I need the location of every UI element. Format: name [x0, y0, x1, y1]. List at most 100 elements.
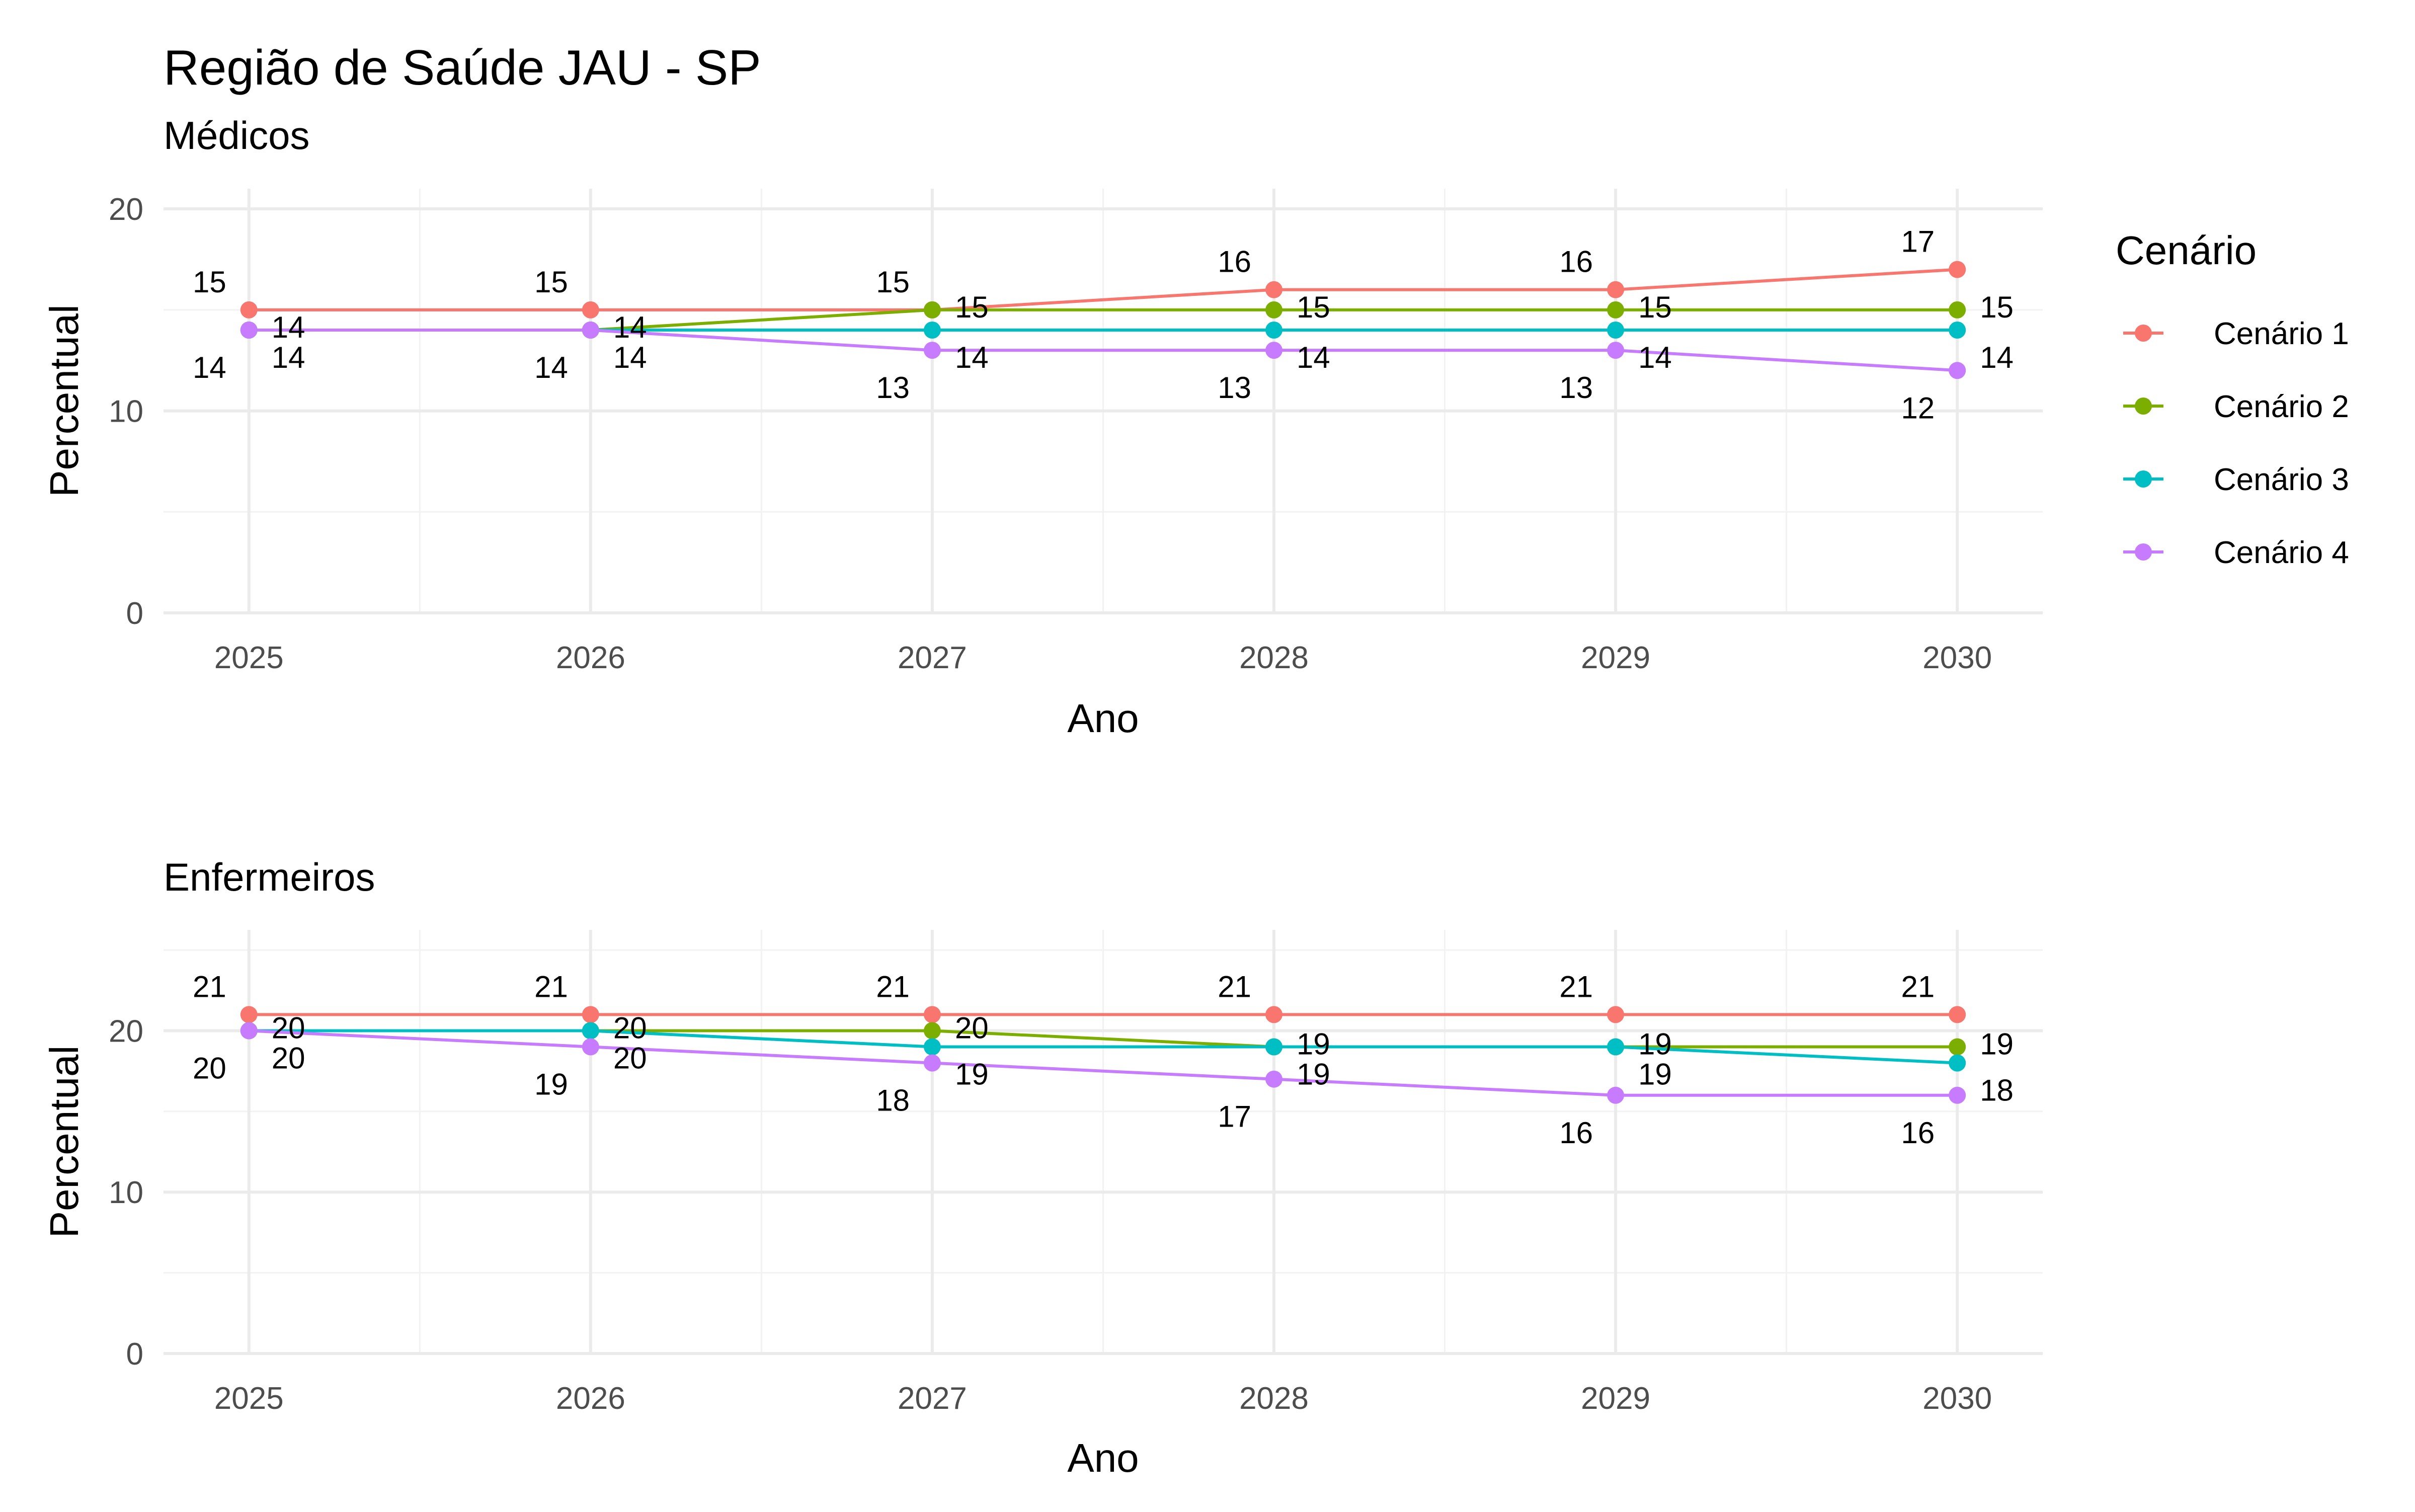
series-line-cenario-4	[249, 1029, 1958, 1097]
series-line-cenario-3	[249, 1029, 1958, 1065]
data-label-cenario-1: 17	[1901, 225, 1935, 259]
x-tick-label: 2026	[556, 1381, 625, 1416]
data-point-cenario-1	[240, 301, 258, 319]
x-tick-label: 2027	[898, 641, 967, 675]
x-tick-label: 2025	[214, 641, 284, 675]
x-tick-label: 2025	[214, 1381, 284, 1416]
y-tick-label: 0	[126, 1337, 143, 1372]
legend-title: Cenário	[2116, 228, 2257, 273]
data-label-cenario-4: 13	[1559, 371, 1593, 405]
data-point-cenario-3	[923, 322, 941, 339]
data-label-cenario-3: 18	[1980, 1074, 2014, 1107]
legend-item-cenario-3: Cenário 3	[2123, 462, 2349, 497]
legend-key-point	[2135, 397, 2152, 415]
data-label-cenario-4: 13	[1218, 371, 1251, 405]
x-tick-label: 2029	[1581, 641, 1650, 675]
data-point-cenario-4	[923, 342, 941, 359]
data-point-cenario-1	[923, 1006, 941, 1023]
data-label-cenario-4: 13	[876, 371, 910, 405]
x-tick-label: 2027	[898, 1381, 967, 1416]
data-label-cenario-3: 14	[613, 341, 647, 374]
data-point-cenario-3	[1949, 1054, 1966, 1072]
data-label-cenario-4: 19	[534, 1068, 568, 1101]
y-tick-label: 0	[126, 596, 143, 631]
data-point-cenario-4	[240, 322, 258, 339]
data-point-cenario-1	[1265, 281, 1283, 298]
data-label-cenario-2: 15	[1980, 290, 2014, 324]
data-label-cenario-2: 14	[613, 310, 647, 344]
data-point-cenario-1	[582, 301, 599, 319]
legend-key-point	[2135, 325, 2152, 342]
data-label-cenario-3: 14	[1297, 341, 1330, 374]
data-label-cenario-3: 14	[955, 341, 989, 374]
data-point-cenario-4	[1949, 1086, 1966, 1104]
series-line-cenario-1	[249, 268, 1958, 311]
data-point-cenario-4	[582, 322, 599, 339]
data-point-cenario-1	[1607, 1006, 1625, 1023]
data-label-cenario-4: 18	[876, 1084, 910, 1118]
data-point-cenario-4	[1265, 342, 1283, 359]
medicos-panel: 2025 2026 2027 2028 2029 2030 0 10 20 Ano Percentu…	[42, 189, 2043, 741]
data-point-cenario-4	[923, 1054, 941, 1072]
data-label-cenario-3: 19	[1297, 1058, 1330, 1091]
data-point-cenario-3	[1949, 322, 1966, 339]
data-label-cenario-3: 14	[272, 341, 305, 374]
data-label-cenario-3: 19	[1638, 1058, 1672, 1091]
y-tick-label: 20	[109, 192, 143, 227]
x-axis-title: Ano	[1067, 696, 1139, 741]
data-point-cenario-3	[1607, 1038, 1625, 1056]
data-label-cenario-2: 19	[1297, 1027, 1330, 1061]
data-point-cenario-2	[1949, 1038, 1966, 1056]
data-label-cenario-1: 15	[193, 265, 226, 299]
data-point-cenario-2	[1607, 301, 1625, 319]
legend-key-point	[2135, 470, 2152, 488]
data-point-cenario-2	[1949, 301, 1966, 319]
legend-label: Cenário 2	[2214, 389, 2349, 424]
data-label-cenario-4: 12	[1901, 391, 1935, 425]
y-tick-label: 10	[109, 394, 143, 429]
legend: Cenário Cenário 1 Cenário 2 Cenário 3 Ce…	[2116, 228, 2349, 570]
x-tick-label: 2028	[1239, 1381, 1309, 1416]
data-label-cenario-3: 20	[613, 1041, 647, 1075]
data-point-cenario-4	[1607, 1086, 1625, 1104]
data-point-cenario-2	[923, 1022, 941, 1040]
data-point-cenario-2	[923, 301, 941, 319]
data-label-cenario-3: 20	[272, 1041, 305, 1075]
data-point-cenario-1	[240, 1006, 258, 1023]
data-label-cenario-3: 14	[1980, 341, 2014, 374]
y-tick-label: 20	[109, 1014, 143, 1049]
data-label-cenario-4: 16	[1559, 1116, 1593, 1150]
data-label-cenario-3: 19	[955, 1058, 989, 1091]
data-label-cenario-3: 14	[1638, 341, 1672, 374]
data-point-cenario-1	[1607, 281, 1625, 298]
data-label-cenario-1: 21	[876, 970, 910, 1003]
data-label-cenario-2: 19	[1638, 1027, 1672, 1061]
data-label-cenario-4: 20	[193, 1051, 226, 1085]
legend-label: Cenário 1	[2214, 316, 2349, 351]
data-label-cenario-1: 21	[534, 970, 568, 1003]
data-point-cenario-2	[1265, 301, 1283, 319]
data-point-cenario-1	[1949, 261, 1966, 278]
data-label-cenario-2: 20	[272, 1011, 305, 1045]
enfermeiros-subtitle: Enfermeiros	[164, 855, 375, 899]
data-label-cenario-1: 16	[1559, 245, 1593, 279]
data-point-cenario-4	[240, 1022, 258, 1040]
legend-item-cenario-4: Cenário 4	[2123, 535, 2349, 570]
data-label-cenario-2: 20	[613, 1011, 647, 1045]
data-point-cenario-1	[582, 1006, 599, 1023]
data-label-cenario-4: 14	[193, 351, 226, 384]
y-axis-title: Percentual	[42, 1046, 87, 1238]
y-tick-label: 10	[109, 1175, 143, 1210]
data-label-cenario-2: 19	[1980, 1027, 2014, 1061]
data-point-cenario-3	[1265, 322, 1283, 339]
data-label-cenario-4: 14	[534, 351, 568, 384]
data-point-cenario-3	[1265, 1038, 1283, 1056]
data-label-cenario-2: 20	[955, 1011, 989, 1045]
data-point-cenario-1	[1265, 1006, 1283, 1023]
data-label-cenario-2: 14	[272, 310, 305, 344]
legend-key-point	[2135, 543, 2152, 561]
y-axis-title: Percentual	[42, 304, 87, 497]
data-label-cenario-4: 17	[1218, 1100, 1251, 1134]
data-point-cenario-1	[1949, 1006, 1966, 1023]
